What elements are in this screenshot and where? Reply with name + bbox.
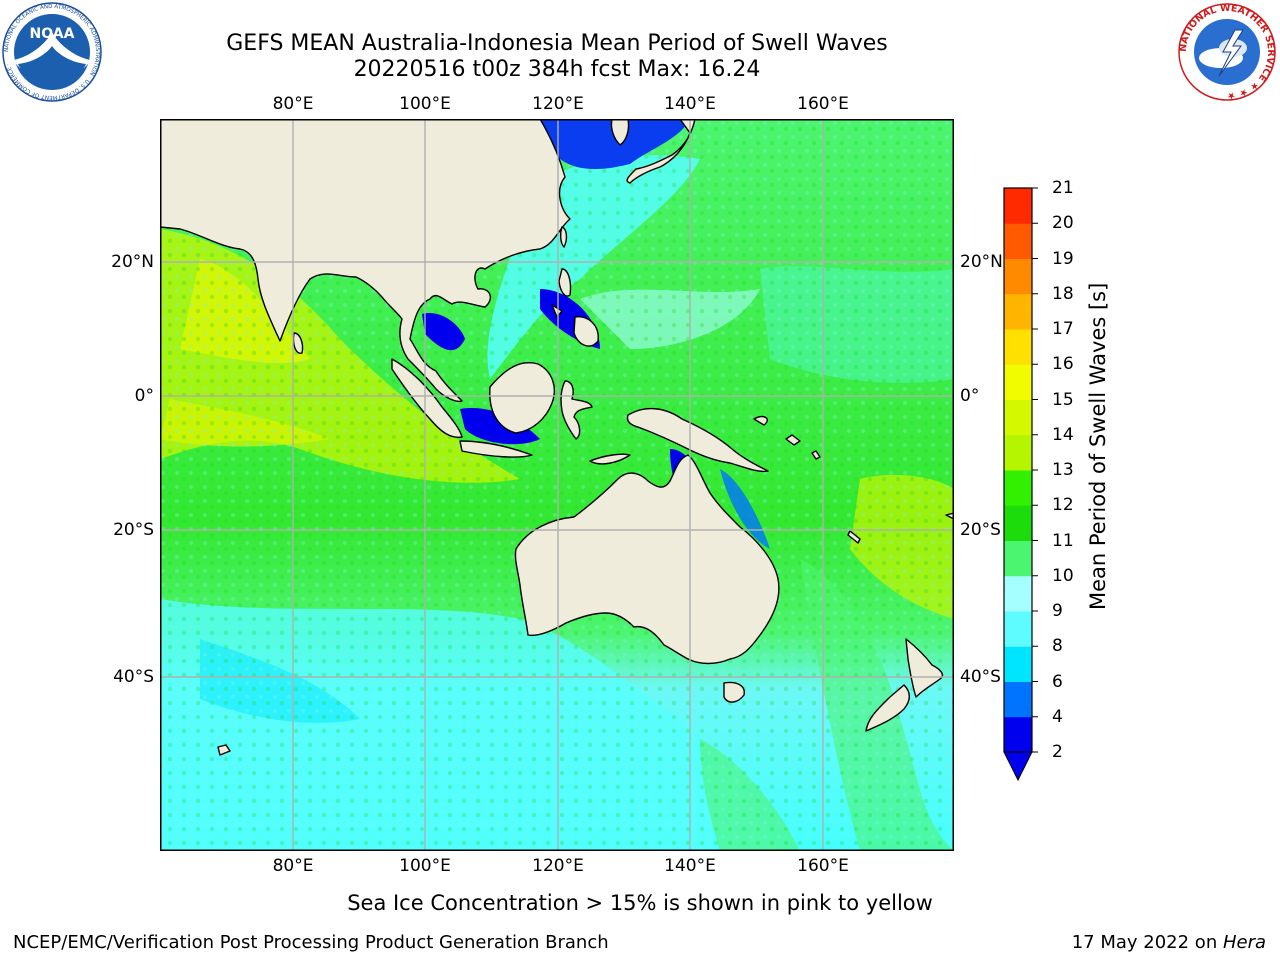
lat-tick-right: 20°S bbox=[960, 520, 1001, 540]
colorbar-level-label: 10 bbox=[1052, 565, 1074, 586]
nws-logo: NATIONAL WEATHER SERVICE ★ ★ ★ bbox=[1178, 3, 1276, 101]
colorbar-swatch bbox=[1004, 293, 1032, 330]
colorbar-level-label: 13 bbox=[1052, 460, 1074, 480]
lat-tick-right: 0° bbox=[960, 386, 980, 406]
korea bbox=[610, 119, 630, 146]
borneo bbox=[489, 362, 556, 434]
swell-period-map bbox=[160, 119, 954, 851]
low-period-ecs bbox=[540, 119, 690, 169]
colorbar-level-label: 15 bbox=[1052, 389, 1074, 410]
colorbar-level-label: 9 bbox=[1052, 601, 1063, 621]
colorbar-level-label: 11 bbox=[1052, 530, 1074, 551]
colorbar-level-label: 16 bbox=[1052, 354, 1074, 375]
colorbar-swatch bbox=[1004, 646, 1032, 682]
lat-tick-left: 40°S bbox=[113, 667, 154, 687]
tasmania bbox=[723, 681, 745, 703]
colorbar-level-label: 4 bbox=[1052, 706, 1063, 727]
svg-text:NOAA: NOAA bbox=[30, 26, 75, 42]
colorbar-level-label: 17 bbox=[1052, 319, 1074, 339]
map-title: GEFS MEAN Australia-Indonesia Mean Perio… bbox=[226, 31, 888, 56]
colorbar-swatch bbox=[1004, 223, 1032, 259]
colorbar-swatch bbox=[1004, 364, 1032, 400]
map-frame bbox=[160, 119, 954, 851]
lat-tick-right: 40°S bbox=[960, 667, 1001, 687]
footer-date: 17 May 2022 on Hera bbox=[1072, 932, 1266, 953]
java bbox=[459, 440, 533, 458]
colorbar-level-label: 21 bbox=[1052, 178, 1074, 198]
colorbar bbox=[1003, 187, 1038, 782]
lon-tick-top: 120°E bbox=[532, 94, 584, 114]
lon-tick-top: 80°E bbox=[272, 94, 314, 114]
philippines-luzon bbox=[558, 268, 572, 297]
colorbar-swatch bbox=[1004, 329, 1032, 365]
colorbar-level-label: 2 bbox=[1052, 742, 1063, 762]
lon-tick-top: 160°E bbox=[797, 94, 849, 114]
asia-mainland bbox=[160, 119, 571, 403]
footer-host: Hera bbox=[1222, 932, 1266, 953]
lon-tick-bottom: 80°E bbox=[272, 856, 314, 876]
lat-tick-left: 20°S bbox=[113, 520, 154, 540]
colorbar-extend-arrow bbox=[1003, 751, 1033, 782]
colorbar-title: Mean Period of Swell Waves [s] bbox=[1086, 282, 1110, 610]
colorbar-swatch bbox=[1004, 188, 1032, 224]
footer-credit: NCEP/EMC/Verification Post Processing Pr… bbox=[13, 932, 609, 953]
colorbar-level-label: 6 bbox=[1052, 671, 1063, 692]
new-zealand-south bbox=[865, 684, 910, 732]
colorbar-swatch bbox=[1004, 575, 1032, 612]
colorbar-level-label: 14 bbox=[1052, 424, 1074, 445]
lon-tick-top: 100°E bbox=[399, 94, 451, 114]
lat-tick-left: 0° bbox=[134, 386, 154, 406]
lat-tick-right: 20°N bbox=[960, 252, 1003, 272]
colorbar-swatch bbox=[1004, 681, 1032, 718]
sri-lanka bbox=[292, 332, 304, 354]
map-subtitle: 20220516 t00z 384h fcst Max: 16.24 bbox=[353, 57, 761, 82]
colorbar-swatch bbox=[1004, 716, 1032, 753]
japan bbox=[626, 119, 696, 184]
low-period-java-sea bbox=[460, 408, 540, 445]
colorbar-level-label: 19 bbox=[1052, 248, 1074, 269]
colorbar-level-label: 8 bbox=[1052, 636, 1063, 657]
new-guinea bbox=[626, 408, 769, 473]
lon-tick-bottom: 140°E bbox=[664, 856, 716, 876]
taiwan bbox=[559, 226, 568, 248]
australia bbox=[514, 454, 780, 665]
colorbar-swatch bbox=[1004, 540, 1032, 577]
lon-tick-bottom: 160°E bbox=[797, 856, 849, 876]
sea-ice-note: Sea Ice Concentration > 15% is shown in … bbox=[347, 891, 933, 915]
colorbar-swatch bbox=[1004, 434, 1032, 471]
colorbar-swatch bbox=[1004, 611, 1032, 647]
land-masses bbox=[160, 119, 954, 756]
lat-tick-left: 20°N bbox=[111, 252, 154, 272]
colorbar-level-label: 18 bbox=[1052, 283, 1074, 304]
colorbar-swatch bbox=[1004, 470, 1032, 506]
new-zealand-north bbox=[905, 638, 944, 698]
colorbar-level-label: 20 bbox=[1052, 213, 1074, 234]
lon-tick-top: 140°E bbox=[664, 94, 716, 114]
sumatra bbox=[391, 358, 463, 438]
colorbar-swatch bbox=[1004, 399, 1032, 436]
footer-date-text: 17 May 2022 on bbox=[1071, 932, 1223, 953]
lon-tick-bottom: 100°E bbox=[399, 856, 451, 876]
colorbar-swatch bbox=[1004, 505, 1032, 541]
colorbar-swatch bbox=[1004, 258, 1032, 295]
lon-tick-bottom: 120°E bbox=[532, 856, 584, 876]
noaa-logo: NATIONAL OCEANIC AND ATMOSPHERIC ADMINIS… bbox=[2, 2, 102, 102]
colorbar-level-label: 12 bbox=[1052, 495, 1074, 516]
philippines-mindanao bbox=[573, 316, 599, 347]
graticule bbox=[160, 119, 954, 851]
